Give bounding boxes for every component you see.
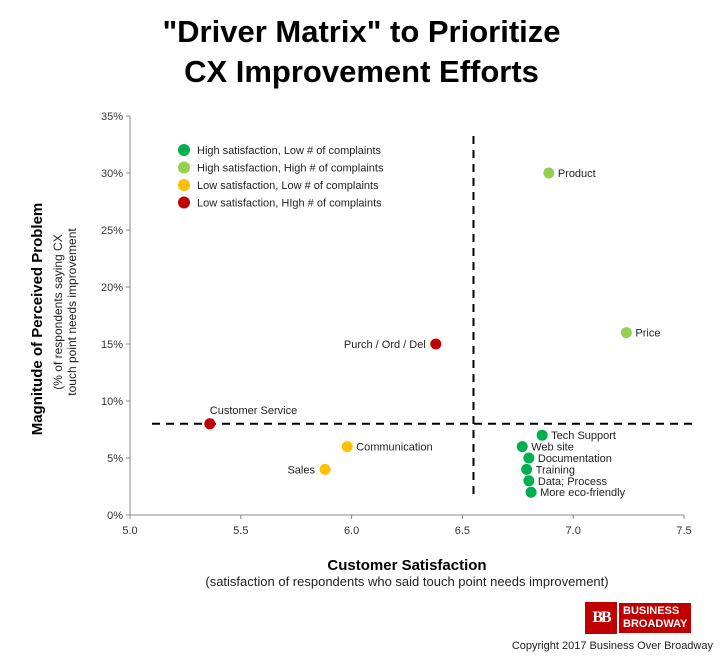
business-broadway-logo: BB BUSINESS BROADWAY bbox=[585, 602, 692, 634]
data-point bbox=[523, 452, 535, 464]
x-tick-label: 5.5 bbox=[233, 525, 248, 537]
legend-marker-hs_hc bbox=[178, 161, 190, 174]
legend-label-ls_hc: Low satisfaction, HIgh # of complaints bbox=[197, 198, 382, 210]
data-point bbox=[341, 441, 353, 453]
data-point bbox=[523, 475, 535, 487]
legend-label-hs_hc: High satisfaction, High # of complaints bbox=[197, 163, 384, 175]
legend-label-ls_lc: Low satisfaction, Low # of complaints bbox=[197, 180, 379, 192]
logo-line-2: BROADWAY bbox=[623, 618, 688, 630]
legend-marker-ls_lc bbox=[178, 179, 190, 191]
logo-mark: BB bbox=[585, 602, 617, 634]
data-point-label: Data; Process bbox=[538, 476, 608, 488]
data-point-label: Price bbox=[635, 328, 660, 340]
x-axis-title: Customer Satisfaction bbox=[327, 557, 486, 574]
data-point-label: Customer Service bbox=[210, 405, 297, 417]
y-tick-label: 20% bbox=[101, 282, 123, 294]
data-point-label: Web site bbox=[531, 442, 574, 454]
data-point-label: Documentation bbox=[538, 453, 612, 465]
data-point bbox=[525, 486, 537, 498]
legend-marker-ls_hc bbox=[178, 196, 190, 209]
data-point-label: Product bbox=[558, 168, 596, 180]
title-line-2: CX Improvement Efforts bbox=[184, 54, 539, 89]
y-tick-label: 30% bbox=[101, 168, 123, 180]
y-tick-label: 35% bbox=[101, 111, 123, 123]
x-tick-label: 7.0 bbox=[566, 525, 581, 537]
y-tick-label: 25% bbox=[101, 225, 123, 237]
data-point bbox=[319, 463, 331, 475]
data-point bbox=[204, 418, 216, 430]
x-tick-label: 6.5 bbox=[455, 525, 470, 537]
data-point-label: Tech Support bbox=[551, 430, 616, 442]
y-tick-label: 15% bbox=[101, 339, 123, 351]
y-axis-title: Magnitude of Perceived Problem bbox=[29, 203, 46, 436]
data-point bbox=[516, 441, 528, 453]
y-axis-subtitle-2: touch point needs improvement bbox=[65, 228, 79, 396]
legend-label-hs_lc: High satisfaction, Low # of complaints bbox=[197, 145, 382, 157]
data-point bbox=[536, 429, 548, 441]
x-tick-label: 5.0 bbox=[122, 525, 137, 537]
y-tick-label: 5% bbox=[107, 453, 123, 465]
title-line-1: "Driver Matrix" to Prioritize bbox=[162, 14, 561, 49]
x-axis-subtitle: (satisfaction of respondents who said to… bbox=[205, 574, 608, 589]
chart-title: "Driver Matrix" to Prioritize CX Improve… bbox=[0, 12, 723, 92]
data-point-label: Purch / Ord / Del bbox=[344, 339, 426, 351]
logo-line-1: BUSINESS bbox=[623, 605, 680, 617]
y-tick-label: 10% bbox=[101, 396, 123, 408]
data-point-label: More eco-friendly bbox=[540, 487, 625, 499]
data-point bbox=[620, 327, 632, 339]
y-tick-label: 0% bbox=[107, 510, 123, 522]
copyright-text: Copyright 2017 Business Over Broadway bbox=[511, 640, 713, 652]
data-point-label: Training bbox=[536, 464, 575, 476]
y-axis-subtitle-1: (% of respondents saying CX bbox=[51, 234, 65, 389]
x-tick-label: 7.5 bbox=[676, 525, 691, 537]
legend-marker-hs_lc bbox=[178, 144, 190, 156]
data-point-label: Communication bbox=[356, 442, 432, 454]
logo-text: BUSINESS BROADWAY bbox=[619, 603, 692, 633]
driver-matrix-chart: 0% 5% 10% 15% 20% 25% 30% 35% 5.0 5.5 6.0 6.5 7.0 7.5… bbox=[29, 111, 695, 589]
x-tick-label: 6.0 bbox=[344, 525, 359, 537]
data-point bbox=[521, 463, 533, 475]
data-point bbox=[543, 167, 555, 179]
data-point bbox=[430, 338, 442, 350]
data-point-label: Sales bbox=[287, 464, 315, 476]
